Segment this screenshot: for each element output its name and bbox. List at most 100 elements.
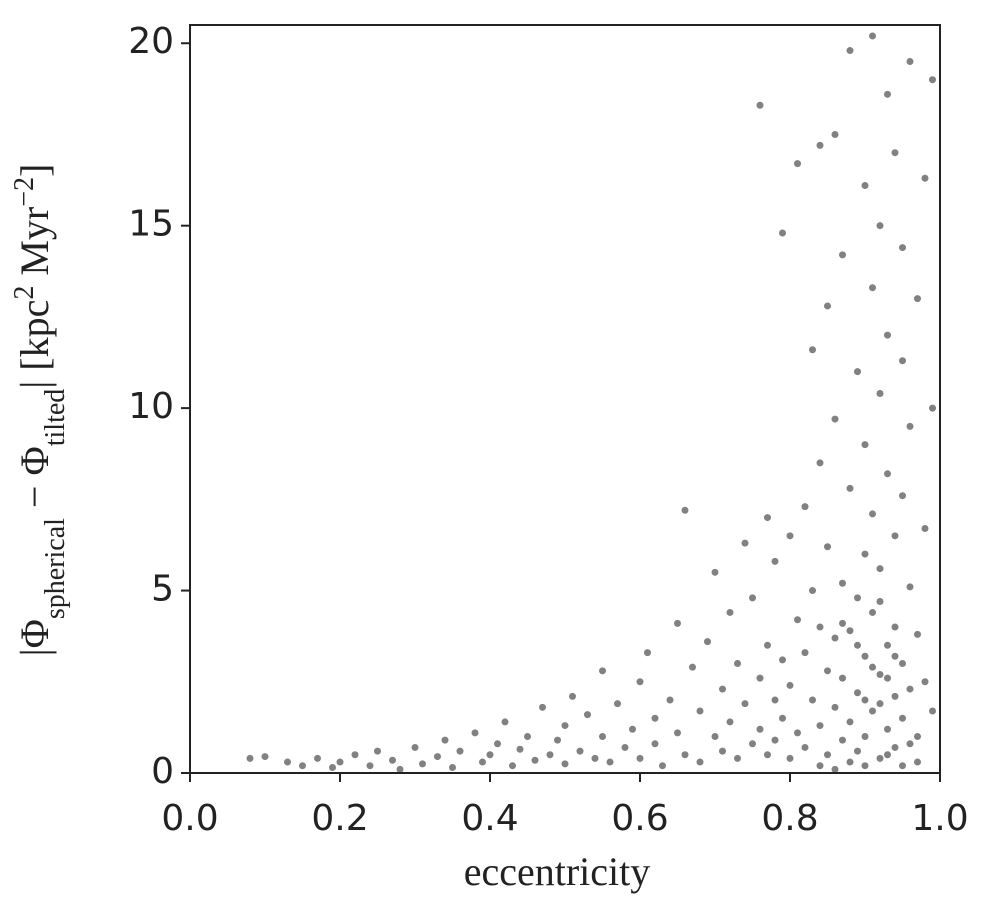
scatter-point bbox=[824, 543, 831, 551]
scatter-point bbox=[674, 729, 681, 737]
scatter-point bbox=[816, 623, 824, 631]
scatter-point bbox=[666, 696, 674, 704]
y-axis-label-part: − Φ bbox=[12, 446, 57, 518]
scatter-point bbox=[921, 678, 929, 686]
y-tick-label: 20 bbox=[128, 21, 174, 62]
scatter-point bbox=[899, 714, 906, 722]
y-axis-label-part: tilted bbox=[40, 389, 71, 447]
scatter-point bbox=[899, 244, 906, 252]
scatter-point bbox=[869, 510, 876, 518]
scatter-point bbox=[419, 760, 426, 768]
scatter-point bbox=[884, 470, 891, 478]
scatter-point bbox=[914, 630, 921, 638]
scatter-point bbox=[651, 740, 659, 748]
scatter-point bbox=[809, 696, 816, 704]
scatter-point bbox=[839, 251, 846, 259]
scatter-point bbox=[891, 652, 899, 660]
scatter-point bbox=[741, 539, 749, 547]
scatter-point bbox=[696, 707, 704, 715]
scatter-point bbox=[734, 754, 741, 762]
scatter-point bbox=[794, 729, 801, 737]
scatter-point bbox=[869, 663, 876, 671]
y-axis-label-part: spherical bbox=[40, 518, 71, 619]
scatter-point bbox=[824, 751, 831, 759]
scatter-point bbox=[374, 747, 381, 755]
scatter-point bbox=[861, 441, 869, 449]
scatter-point bbox=[674, 619, 681, 627]
scatter-point bbox=[861, 652, 869, 660]
scatter-point bbox=[711, 568, 719, 576]
scatter-point bbox=[621, 743, 629, 751]
scatter-point bbox=[831, 703, 839, 711]
scatter-point bbox=[824, 667, 831, 675]
scatter-point bbox=[884, 331, 891, 339]
scatter-point bbox=[906, 740, 914, 748]
scatter-point bbox=[861, 550, 869, 558]
scatter-point bbox=[576, 747, 584, 755]
scatter-point bbox=[659, 762, 666, 770]
scatter-point bbox=[749, 594, 756, 602]
scatter-point bbox=[329, 764, 336, 772]
scatter-point bbox=[846, 758, 854, 766]
scatter-point bbox=[764, 751, 771, 759]
scatter-point bbox=[846, 627, 854, 635]
scatter-point bbox=[884, 90, 891, 98]
scatter-point bbox=[854, 689, 861, 697]
scatter-point bbox=[756, 101, 764, 109]
scatter-point bbox=[869, 32, 876, 40]
x-tick-label: 1.0 bbox=[911, 798, 968, 839]
scatter-point bbox=[906, 422, 914, 430]
scatter-point bbox=[681, 751, 689, 759]
scatter-point bbox=[629, 725, 636, 733]
scatter-point bbox=[261, 753, 269, 761]
scatter-point bbox=[876, 700, 884, 708]
scatter-point bbox=[914, 733, 921, 741]
scatter-point bbox=[921, 525, 929, 533]
scatter-point bbox=[891, 149, 899, 157]
scatter-point bbox=[389, 756, 396, 764]
scatter-point bbox=[614, 700, 621, 708]
y-tick-label: 5 bbox=[151, 569, 174, 610]
x-tick-label: 0.6 bbox=[611, 798, 668, 839]
scatter-point bbox=[749, 740, 756, 748]
scatter-point bbox=[651, 714, 659, 722]
scatter-point bbox=[839, 736, 846, 744]
scatter-point bbox=[839, 674, 846, 682]
scatter-point bbox=[854, 594, 861, 602]
scatter-point bbox=[764, 514, 771, 522]
scatter-point bbox=[786, 754, 794, 762]
scatter-point bbox=[906, 685, 914, 693]
scatter-point bbox=[584, 711, 591, 719]
scatter-point bbox=[741, 700, 749, 708]
scatter-point bbox=[726, 718, 734, 726]
scatter-point bbox=[599, 667, 606, 675]
scatter-point bbox=[726, 608, 734, 616]
scatter-point bbox=[929, 707, 936, 715]
scatter-point bbox=[561, 722, 569, 730]
scatter-point bbox=[719, 747, 726, 755]
axes-frame bbox=[189, 24, 941, 774]
scatter-point bbox=[861, 762, 869, 770]
y-axis-label: |Φspherical − Φtilted| [kpc2 Myr−2] bbox=[9, 164, 71, 657]
scatter-point bbox=[809, 346, 816, 354]
y-tick-label: 0 bbox=[151, 751, 174, 792]
scatter-point bbox=[539, 703, 546, 711]
scatter-point bbox=[246, 754, 254, 762]
scatter-point bbox=[299, 762, 306, 770]
scatter-point bbox=[599, 733, 606, 741]
scatter-point bbox=[501, 718, 509, 726]
x-tick-label: 0.8 bbox=[761, 798, 818, 839]
scatter-point bbox=[816, 141, 824, 149]
scatter-point bbox=[846, 47, 854, 55]
scatter-point bbox=[531, 756, 539, 764]
scatter-point bbox=[876, 565, 884, 573]
scatter-point bbox=[336, 758, 344, 766]
scatter-point bbox=[876, 670, 884, 678]
scatter-point bbox=[914, 295, 921, 303]
scatter-point bbox=[681, 506, 689, 514]
scatter-point bbox=[704, 638, 711, 646]
scatter-point bbox=[854, 368, 861, 376]
scatter-point bbox=[906, 57, 914, 65]
scatter-point bbox=[884, 674, 891, 682]
